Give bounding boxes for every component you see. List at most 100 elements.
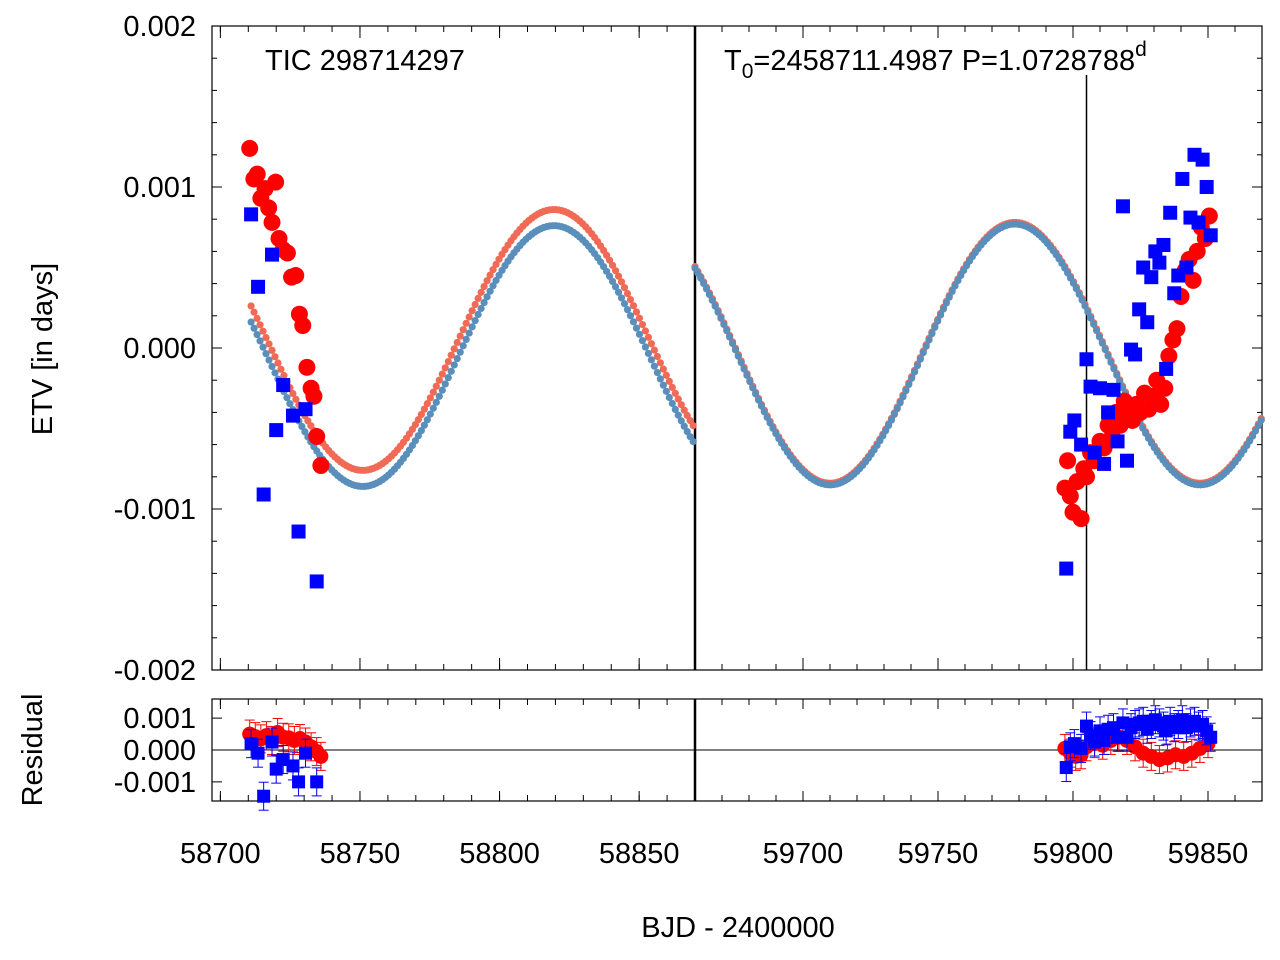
secondary-residual-point <box>251 746 265 760</box>
secondary-model-point <box>617 294 626 302</box>
secondary-model-point <box>611 283 620 291</box>
primary-model-point <box>289 389 297 398</box>
x-tick-label: 59800 <box>1033 838 1114 870</box>
primary-model-point <box>277 365 285 373</box>
secondary-model-point <box>1092 326 1101 335</box>
primary-model-point <box>635 314 644 322</box>
y-tick-label: -0.001 <box>114 494 196 526</box>
etv-panel: 0.002 0.001 0.000 -0.001 -0.002 <box>114 11 1265 687</box>
primary-model-point <box>426 394 434 402</box>
secondary-model-point <box>717 314 725 322</box>
secondary-model-point <box>620 300 629 308</box>
primary-model-point <box>265 340 273 348</box>
secondary-eclipse-point <box>1144 270 1159 285</box>
secondary-model-point <box>668 399 676 408</box>
secondary-eclipse-point <box>1079 352 1094 367</box>
secondary-model-point <box>608 277 617 286</box>
secondary-eclipse-point <box>1106 382 1121 397</box>
x-tick-label: 59750 <box>898 838 979 870</box>
ephemeris-t0-sub: 0 <box>742 60 754 83</box>
primary-model-point <box>665 377 673 385</box>
secondary-model-point <box>728 339 737 348</box>
secondary-eclipse-point <box>1074 437 1089 452</box>
secondary-model-point <box>483 293 491 301</box>
y-tick-label: 0.002 <box>123 11 196 43</box>
secondary-model-point <box>423 416 431 424</box>
secondary-eclipse-point <box>1152 255 1167 270</box>
secondary-model-point <box>1087 314 1095 322</box>
secondary-model-point <box>884 421 893 430</box>
primary-eclipse-point <box>1160 347 1178 365</box>
primary-model-point <box>462 319 470 327</box>
secondary-eclipse-point <box>1167 286 1182 301</box>
primary-model-point <box>247 302 255 310</box>
secondary-model-point <box>426 410 434 418</box>
primary-eclipse-point <box>287 267 305 285</box>
secondary-model-point <box>468 323 476 331</box>
secondary-residual-point <box>1204 730 1218 744</box>
primary-model-point <box>456 332 464 340</box>
secondary-model-point <box>948 287 956 296</box>
ephemeris-label: T0=2458711.4987 P=1.0728788d <box>724 38 1147 83</box>
primary-model-point <box>438 370 446 378</box>
secondary-model-point <box>697 274 705 282</box>
primary-model-point <box>626 295 635 304</box>
secondary-model-point <box>1075 290 1083 298</box>
secondary-model-point <box>462 335 470 344</box>
secondary-model-point <box>936 311 945 319</box>
primary-model-point <box>647 340 655 348</box>
secondary-model-point <box>471 317 479 325</box>
secondary-model-point <box>1066 274 1075 282</box>
primary-eclipse-point <box>1168 320 1186 338</box>
secondary-eclipse-point <box>244 207 259 222</box>
secondary-model-point <box>265 356 273 364</box>
y-tick-label: -0.002 <box>114 655 196 687</box>
secondary-eclipse-point <box>1120 453 1134 468</box>
secondary-eclipse-point <box>1175 171 1190 186</box>
secondary-model-point <box>647 356 655 364</box>
ephemeris-values: =2458711.4987 P=1.0728788 <box>753 45 1135 77</box>
secondary-model-point <box>623 306 632 314</box>
residual-y-tick-label: -0.001 <box>114 767 196 799</box>
primary-model-point <box>614 272 623 280</box>
secondary-model-point <box>420 421 428 429</box>
secondary-model-point <box>262 350 270 358</box>
secondary-model-point <box>662 387 670 395</box>
secondary-model-point <box>489 282 497 290</box>
primary-model-point <box>417 410 425 419</box>
secondary-eclipse-point <box>1156 237 1171 252</box>
secondary-model-point <box>680 422 688 430</box>
secondary-model-point <box>459 342 467 350</box>
primary-model-point <box>274 359 282 367</box>
secondary-model-point <box>435 392 443 400</box>
primary-eclipse-point <box>241 139 259 157</box>
primary-model-point <box>262 333 270 342</box>
primary-model-point <box>677 401 685 409</box>
secondary-model-point <box>705 290 714 299</box>
secondary-model-point <box>734 352 742 360</box>
secondary-model-point <box>641 343 650 351</box>
secondary-model-point <box>614 288 623 296</box>
secondary-model-point <box>674 411 682 419</box>
secondary-eclipse-point <box>1101 405 1116 420</box>
primary-eclipse-point <box>1078 468 1095 486</box>
primary-model-point <box>671 389 679 397</box>
primary-model-point <box>662 371 670 379</box>
secondary-eclipse-point <box>265 247 280 262</box>
secondary-eclipse-point <box>285 408 300 423</box>
primary-eclipse-point <box>278 244 296 262</box>
secondary-residual-point <box>1074 741 1088 755</box>
secondary-eclipse-point <box>251 279 266 294</box>
secondary-residual-point <box>286 759 300 773</box>
primary-model-point <box>632 308 641 316</box>
x-tick-label: 58800 <box>459 838 540 870</box>
secondary-model-point <box>951 282 959 290</box>
primary-eclipse-point <box>248 165 266 183</box>
secondary-model-point <box>474 310 482 319</box>
secondary-model-point <box>259 343 267 351</box>
primary-eclipse-point <box>294 316 312 334</box>
primary-model-point <box>650 346 658 354</box>
secondary-model-point <box>931 323 939 331</box>
primary-eclipse-point <box>263 213 281 231</box>
primary-model-point <box>483 277 491 285</box>
